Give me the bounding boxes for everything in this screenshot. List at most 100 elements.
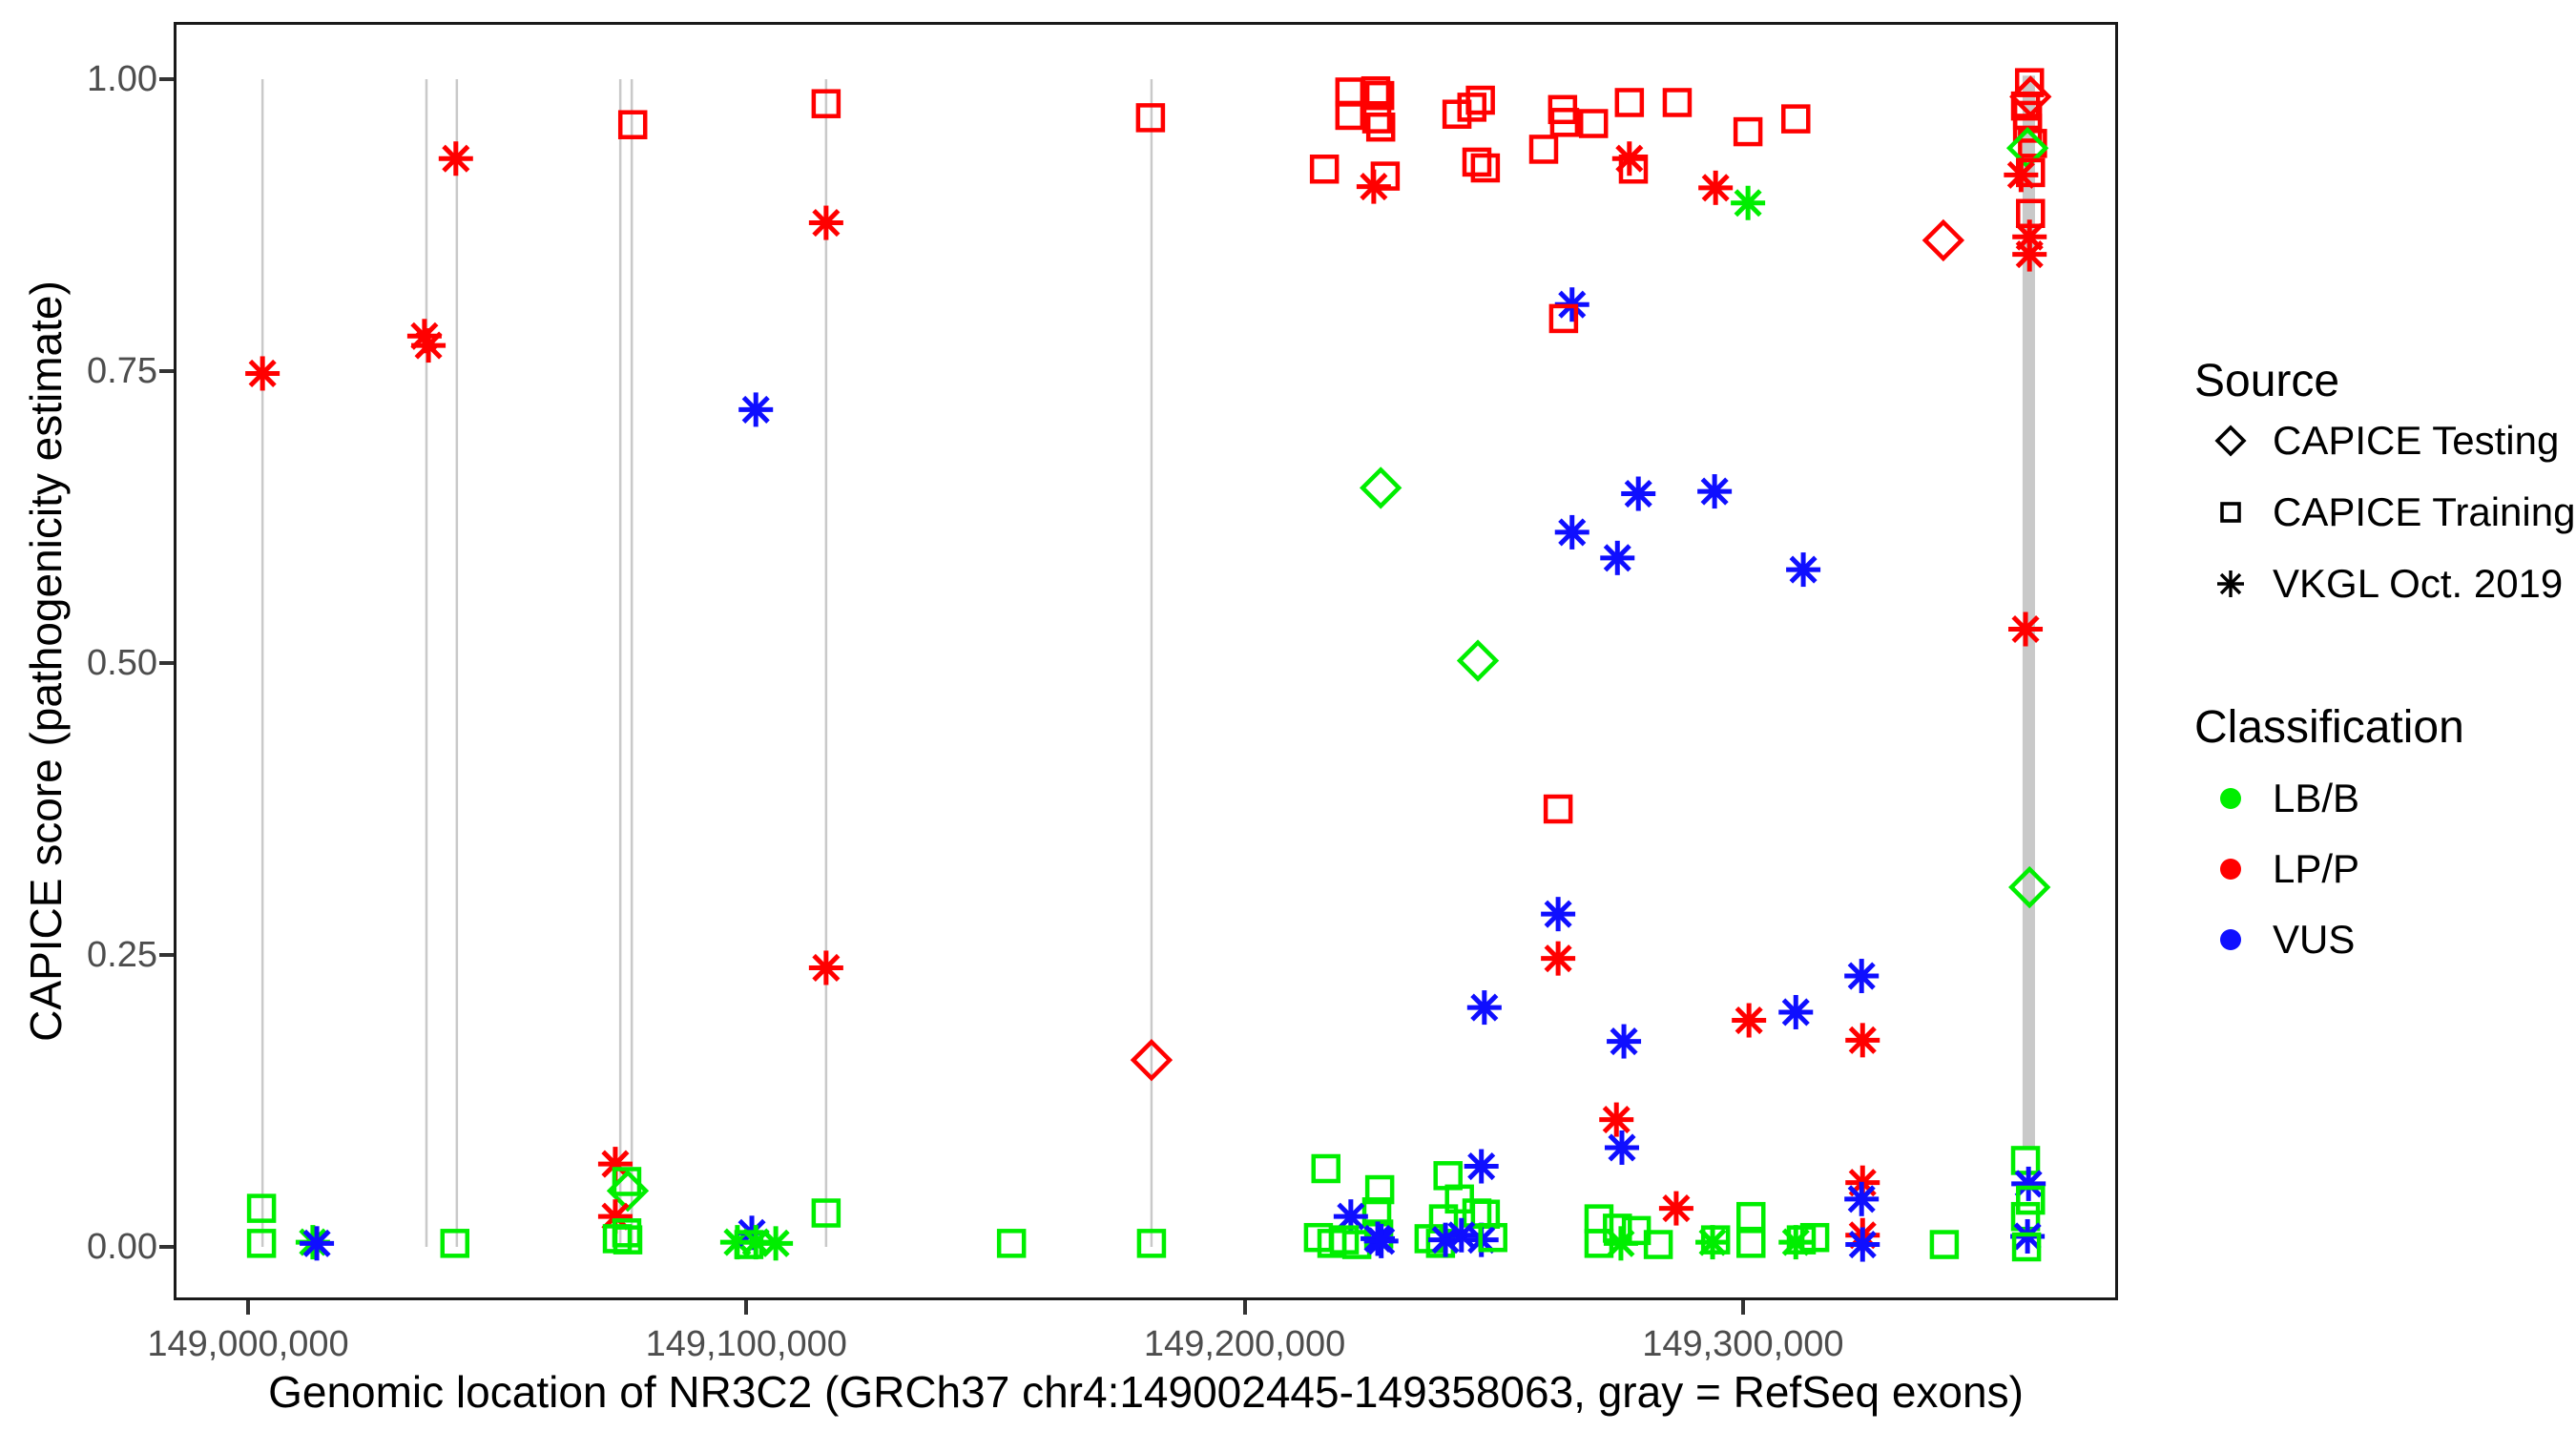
data-point-square [1578, 109, 1609, 138]
diamond-icon [2202, 420, 2259, 462]
x-tick-mark [1740, 1300, 1745, 1315]
data-point-asterisk [1599, 1102, 1634, 1137]
data-point-square [1781, 104, 1811, 134]
data-point-asterisk [758, 1226, 794, 1261]
data-point-square [1700, 1225, 1731, 1255]
data-point-asterisk [1541, 941, 1576, 976]
data-point-diamond [1922, 218, 1965, 262]
data-point-asterisk [1541, 897, 1576, 932]
y-tick-mark [159, 77, 174, 81]
data-point-asterisk [300, 1226, 335, 1261]
y-tick-mark [159, 661, 174, 665]
data-point-square [1736, 1229, 1766, 1258]
data-point-square [1549, 108, 1580, 137]
x-tick-label: 149,000,000 [147, 1324, 349, 1364]
data-point-asterisk [2008, 612, 2044, 647]
data-point-square [734, 1230, 764, 1259]
data-point-asterisk [2012, 237, 2047, 272]
data-point-asterisk [1466, 990, 1502, 1026]
data-point-square [1643, 1230, 1673, 1259]
data-point-square [1457, 93, 1487, 122]
y-tick-label: 0.00 [87, 1227, 157, 1267]
y-tick-mark [159, 953, 174, 957]
data-point-square [2010, 1146, 2041, 1175]
red-dot-icon [2202, 848, 2259, 890]
data-point-square [613, 1225, 643, 1255]
data-point-asterisk [245, 356, 280, 391]
data-point-square [617, 110, 648, 139]
legend-classification-title: Classification [2194, 702, 2464, 753]
data-point-diamond [1360, 467, 1402, 509]
data-point-asterisk [1600, 540, 1635, 575]
data-point-square [1543, 794, 1573, 824]
legend-item-capice-training: CAPICE Training [2202, 485, 2575, 540]
data-point-square [1136, 1229, 1167, 1258]
x-tick-mark [1242, 1300, 1247, 1315]
data-point-square [1662, 88, 1693, 117]
legend-item-lpp: LP/P [2202, 841, 2359, 897]
x-tick-label: 149,200,000 [1143, 1324, 1346, 1364]
data-point-square [2016, 1185, 2046, 1215]
data-point-asterisk [1845, 1227, 1880, 1262]
data-point-square [1311, 1153, 1340, 1184]
legend-item-label: VUS [2273, 917, 2356, 962]
data-point-asterisk [438, 141, 473, 176]
data-point-square [1433, 1161, 1463, 1191]
blue-dot-icon [2202, 919, 2259, 961]
data-point-square [1584, 1204, 1614, 1234]
square-icon [2202, 491, 2259, 533]
data-point-asterisk [2004, 157, 2039, 193]
data-point-square [2012, 114, 2043, 143]
data-point-square [811, 89, 841, 118]
data-point-square [1548, 303, 1579, 334]
data-point-square [1309, 154, 1340, 184]
data-point-asterisk [1844, 1181, 1880, 1216]
data-point-square [246, 1229, 277, 1258]
data-point-asterisk [1845, 1023, 1880, 1058]
legend-item-label: CAPICE Training [2273, 489, 2576, 534]
y-tick-label: 0.50 [87, 643, 157, 683]
x-axis-title: Genomic location of NR3C2 (GRCh37 chr4:1… [268, 1367, 2024, 1417]
legend-source-title: Source [2194, 356, 2340, 406]
data-point-square [1470, 153, 1501, 183]
y-tick-mark [159, 1245, 174, 1249]
data-point-asterisk [1444, 1217, 1479, 1253]
data-point-square [1528, 135, 1559, 164]
plot-panel [174, 22, 2118, 1300]
data-point-square [1365, 112, 1396, 142]
data-point-square [1733, 116, 1763, 147]
y-tick-label: 0.25 [87, 935, 157, 975]
y-tick-mark [159, 369, 174, 373]
data-point-asterisk [1607, 1024, 1642, 1059]
data-point-square [1442, 99, 1472, 129]
data-point-diamond [606, 1170, 650, 1213]
green-dot-icon [2202, 778, 2259, 819]
data-point-asterisk [2011, 1166, 2046, 1201]
data-point-asterisk [1658, 1191, 1693, 1226]
asterisk-icon [2202, 563, 2259, 605]
y-tick-label: 0.75 [87, 351, 157, 391]
data-point-asterisk [1621, 476, 1656, 511]
data-point-asterisk [1731, 185, 1766, 220]
data-point-square [1462, 147, 1492, 177]
data-point-square [1364, 1174, 1395, 1205]
data-point-square [1929, 1230, 1960, 1259]
legend-item-lbb: LB/B [2202, 771, 2359, 826]
data-point-asterisk [1778, 994, 1814, 1029]
legend-item-capice-testing: CAPICE Testing [2202, 413, 2559, 468]
data-point-square [1135, 103, 1166, 133]
data-point-square [1361, 104, 1392, 134]
x-tick-mark [246, 1300, 250, 1315]
data-point-square [1335, 77, 1365, 107]
data-point-square [1478, 1222, 1507, 1253]
legend-item-label: LP/P [2273, 846, 2360, 891]
data-point-asterisk [738, 392, 774, 427]
data-point-square [246, 1193, 277, 1223]
data-point-diamond [1456, 639, 1500, 682]
data-point-asterisk [1554, 514, 1589, 550]
data-point-asterisk [1464, 1149, 1499, 1184]
data-point-square [1618, 154, 1649, 184]
data-point-asterisk [1603, 1226, 1638, 1261]
